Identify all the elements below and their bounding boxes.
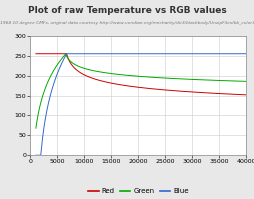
- Blue: [76, 53, 79, 55]
- Green: [168, 77, 171, 79]
- Line: Green: Green: [36, 54, 246, 128]
- Blue: [245, 53, 248, 55]
- Blue: [65, 53, 68, 55]
- Blue: [34, 154, 37, 156]
- Red: [103, 81, 106, 83]
- Green: [121, 74, 124, 76]
- Line: Red: Red: [36, 54, 246, 95]
- Green: [94, 70, 97, 72]
- Green: [103, 71, 106, 74]
- Legend: Red, Green, Blue: Red, Green, Blue: [86, 185, 191, 197]
- Green: [65, 53, 68, 55]
- Green: [146, 76, 149, 78]
- Red: [167, 89, 170, 92]
- Text: Plot of raw Temperature vs RGB values: Plot of raw Temperature vs RGB values: [28, 6, 226, 15]
- Red: [93, 78, 97, 80]
- Blue: [94, 53, 97, 55]
- Blue: [168, 53, 171, 55]
- Red: [146, 87, 149, 89]
- Green: [34, 127, 37, 129]
- Blue: [121, 53, 124, 55]
- Green: [76, 65, 79, 67]
- Line: Blue: Blue: [36, 54, 246, 155]
- Blue: [146, 53, 149, 55]
- Blue: [103, 53, 106, 55]
- Red: [76, 69, 79, 72]
- Red: [34, 53, 37, 55]
- Red: [121, 84, 124, 86]
- Green: [245, 80, 248, 83]
- Red: [245, 94, 248, 96]
- Text: (CIE 1964 10 degree CMFs, original data courtesy http://www.vendian.org/mncharit: (CIE 1964 10 degree CMFs, original data …: [0, 21, 254, 25]
